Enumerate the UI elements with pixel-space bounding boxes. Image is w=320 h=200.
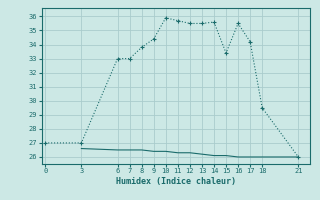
X-axis label: Humidex (Indice chaleur): Humidex (Indice chaleur) xyxy=(116,177,236,186)
